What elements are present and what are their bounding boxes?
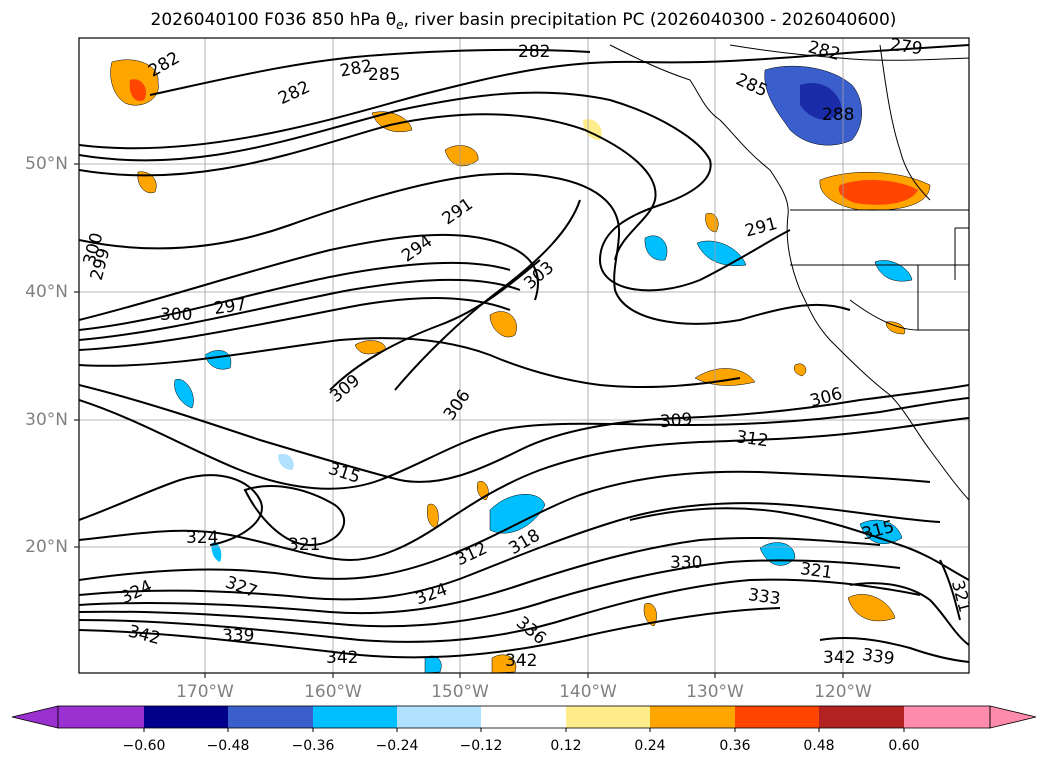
contour-label: 330	[670, 553, 702, 573]
colorbar	[11, 705, 1037, 732]
precip-strong-patch	[838, 179, 918, 205]
contour-label: 342	[505, 651, 537, 671]
precip-positive-patch	[489, 311, 517, 338]
colorbar-bin	[228, 706, 313, 728]
contour-label: 342	[326, 648, 358, 668]
precip-light-negative-patch	[278, 453, 294, 470]
precip-positive-patch	[137, 171, 157, 194]
contour-label: 285	[368, 65, 400, 85]
colorbar-extend-high	[989, 705, 1037, 729]
contour-label: 333	[747, 585, 782, 609]
map-plot-area: 282 282 282 282 285 282 279 285 288 291 …	[79, 35, 969, 673]
colorbar-tick-label: −0.36	[291, 738, 335, 754]
precip-negative-patch	[696, 240, 747, 266]
map-frame	[78, 37, 970, 674]
colorbar-tick-label: 0.12	[550, 738, 582, 754]
contour-label: 321	[799, 559, 834, 583]
coastline	[609, 44, 969, 501]
colorbar-tick-label: −0.12	[459, 738, 503, 754]
contour-label: 342	[823, 648, 855, 668]
colorbar-tick-label: 0.48	[803, 738, 835, 754]
precip-strong-negative-patch	[800, 82, 842, 120]
contour-label: 279	[889, 35, 924, 59]
contour-label: 309	[659, 410, 693, 433]
contour-label: 339	[222, 626, 254, 646]
lat-label: 20°N	[25, 537, 68, 557]
colorbar-bin	[735, 706, 819, 728]
colorbar-tick-label: 0.60	[888, 738, 920, 754]
colorbar-extend-low	[11, 705, 59, 729]
contour-label: 297	[213, 295, 248, 319]
precip-positive-patch	[694, 368, 756, 386]
colorbar-bin	[566, 706, 650, 728]
contour-label: 312	[735, 427, 770, 451]
precip-negative-patch	[489, 494, 546, 534]
colorbar-bin	[650, 706, 735, 728]
colorbar-tick-label: 0.24	[634, 738, 666, 754]
lon-label: 140°W	[559, 682, 617, 702]
contour-label: 300	[160, 305, 192, 325]
colorbar-tick-label: 0.36	[719, 738, 751, 754]
contour-label: 282	[518, 42, 550, 62]
precip-positive-patch	[643, 603, 657, 627]
precip-positive-patch	[794, 363, 807, 377]
lon-label: 150°W	[431, 682, 489, 702]
contour-label: 321	[288, 535, 320, 555]
lon-label: 170°W	[176, 682, 234, 702]
colorbar-tick-label: −0.60	[122, 738, 166, 754]
lat-label: 50°N	[25, 154, 68, 174]
theta-e-contours	[79, 44, 969, 663]
map-title: 2026040100 F036 850 hPa θe, river basin …	[150, 10, 897, 32]
colorbar-bin	[904, 706, 990, 728]
graticule	[79, 38, 969, 673]
precip-negative-patch	[174, 378, 194, 409]
precip-positive-patch	[491, 654, 517, 673]
precip-strong-patch	[129, 79, 147, 102]
lon-label: 120°W	[814, 682, 872, 702]
lon-label: 160°W	[304, 682, 362, 702]
precip-positive-patch	[444, 145, 479, 167]
lat-label: 30°N	[25, 410, 68, 430]
precip-positive-patch	[847, 594, 896, 622]
precip-negative-patch	[859, 519, 903, 545]
lat-label: 40°N	[25, 282, 68, 302]
colorbar-bin	[819, 706, 904, 728]
contour-label: 288	[822, 105, 854, 125]
colorbar-bin	[58, 706, 144, 728]
colorbar-tick-label: −0.24	[375, 738, 419, 754]
colorbar-bin	[397, 706, 481, 728]
precip-negative-patch	[874, 260, 913, 282]
lon-label: 130°W	[686, 682, 744, 702]
colorbar-bin	[144, 706, 228, 728]
colorbar-tick-label: −0.48	[206, 738, 250, 754]
contour-label: 324	[186, 528, 218, 548]
precip-shading	[110, 59, 931, 673]
axis-ticks	[74, 163, 844, 678]
contour-label: 339	[861, 645, 896, 669]
colorbar-bin	[313, 706, 397, 728]
precip-positive-patch	[885, 321, 906, 335]
colorbar-bin	[481, 706, 566, 728]
precip-negative-patch	[644, 235, 668, 261]
